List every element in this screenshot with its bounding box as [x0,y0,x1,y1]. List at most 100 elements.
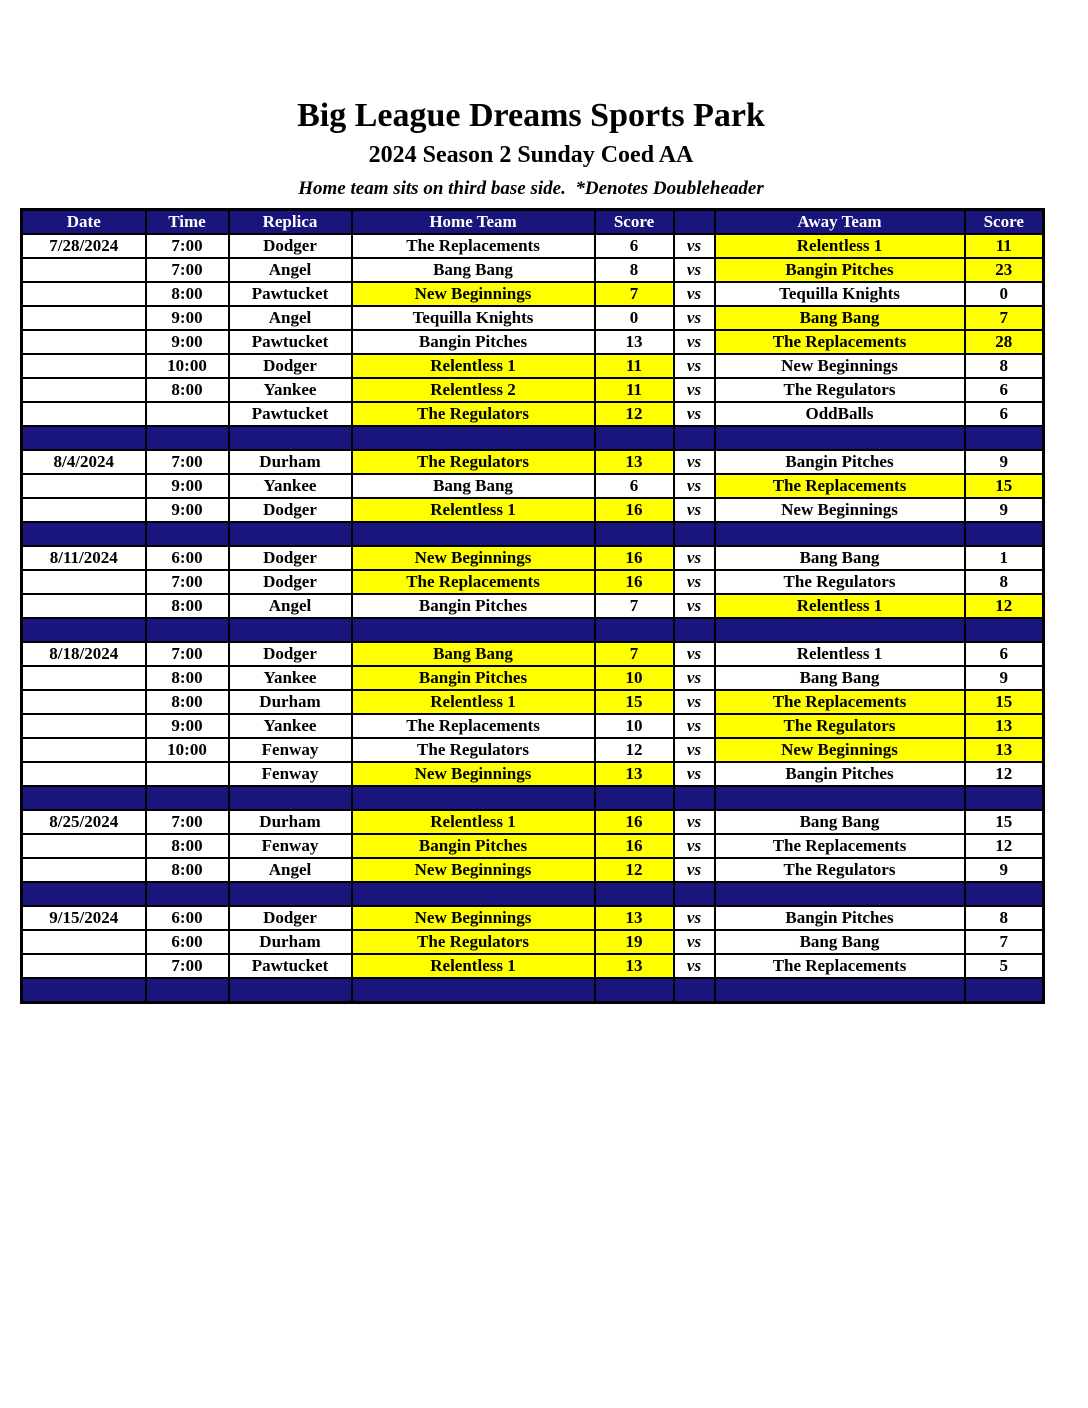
date-cell: 8/4/2024 [20,448,147,475]
time-cell: 9:00 [144,304,230,331]
replica-cell: Durham [227,928,353,955]
separator-cell [672,976,716,1004]
time-cell: 7:00 [144,952,230,979]
vs-cell: vs [672,328,716,355]
separator-cell [713,976,966,1004]
separator-cell [144,520,230,547]
away-score-cell: 7 [963,928,1045,955]
vs-cell: vs [672,640,716,667]
vs-cell: vs [672,736,716,763]
away-team-cell: The Regulators [713,376,966,403]
game-row: 8/11/2024 6:00 Dodger New Beginnings 16 vs Ban… [20,544,1045,571]
separator-cell [350,616,596,643]
separator-cell [672,616,716,643]
game-row: 8:00 Angel New Beginnings 12 vs The Regulator… [20,856,1045,883]
home-team-cell: The Regulators [350,928,596,955]
separator-cell [227,784,353,811]
game-row: 9:00 Angel Tequilla Knights 0 vs Bang Bang 7 [20,304,1045,331]
replica-cell: Angel [227,592,353,619]
away-team-cell: Bangin Pitches [713,256,966,283]
away-score-cell: 13 [963,712,1045,739]
replica-cell: Dodger [227,352,353,379]
away-score-cell: 15 [963,808,1045,835]
home-team-cell: Tequilla Knights [350,304,596,331]
game-row: 8:00 Durham Relentless 1 15 vs The Replacemen… [20,688,1045,715]
vs-cell: vs [672,904,716,931]
page-header: Big League Dreams Sports Park 2024 Seaso… [20,0,1042,199]
away-score-cell: 6 [963,400,1045,427]
separator-cell [20,976,147,1004]
home-score-cell: 16 [593,832,675,859]
vs-cell: vs [672,472,716,499]
page-subtitle: 2024 Season 2 Sunday Coed AA [368,141,694,168]
game-row: 9:00 Yankee The Replacements 10 vs The Regula… [20,712,1045,739]
separator-cell [350,880,596,907]
time-cell: 8:00 [144,688,230,715]
separator-cell [593,520,675,547]
separator-cell [593,424,675,451]
home-score-cell: 11 [593,376,675,403]
home-score-cell: 19 [593,928,675,955]
header-date: Date [20,208,147,235]
separator-cell [227,520,353,547]
away-score-cell: 12 [963,760,1045,787]
away-team-cell: Bang Bang [713,808,966,835]
date-cell [20,928,147,955]
replica-cell: Yankee [227,472,353,499]
away-score-cell: 13 [963,736,1045,763]
time-cell: 9:00 [144,328,230,355]
replica-cell: Dodger [227,640,353,667]
separator-row [20,424,1045,451]
home-score-cell: 12 [593,736,675,763]
home-team-cell: The Regulators [350,736,596,763]
vs-cell: vs [672,400,716,427]
away-score-cell: 7 [963,304,1045,331]
time-cell: 8:00 [144,376,230,403]
away-score-cell: 6 [963,640,1045,667]
separator-row [20,784,1045,811]
date-cell [20,592,147,619]
date-cell [20,472,147,499]
time-cell: 7:00 [144,808,230,835]
separator-cell [20,424,147,451]
home-score-cell: 13 [593,904,675,931]
separator-cell [963,880,1045,907]
away-team-cell: The Replacements [713,952,966,979]
date-cell: 9/15/2024 [20,904,147,931]
home-score-cell: 6 [593,232,675,259]
replica-cell: Dodger [227,568,353,595]
page-note: Home team sits on third base side. *Deno… [298,177,764,199]
vs-cell: vs [672,568,716,595]
time-cell: 7:00 [144,256,230,283]
separator-cell [350,424,596,451]
home-score-cell: 12 [593,400,675,427]
header-away-team: Away Team [713,208,966,235]
game-row: 10:00 Dodger Relentless 1 11 vs New Beginning… [20,352,1045,379]
separator-cell [20,880,147,907]
home-score-cell: 15 [593,688,675,715]
vs-cell: vs [672,352,716,379]
separator-cell [713,784,966,811]
separator-cell [713,880,966,907]
away-score-cell: 28 [963,328,1045,355]
separator-cell [963,520,1045,547]
game-row: 7/28/2024 7:00 Dodger The Replacements 6 vs Re… [20,232,1045,259]
home-team-cell: New Beginnings [350,904,596,931]
home-score-cell: 10 [593,664,675,691]
game-row: 8:00 Pawtucket New Beginnings 7 vs Tequilla K… [20,280,1045,307]
header-home-score: Score [593,208,675,235]
away-team-cell: OddBalls [713,400,966,427]
separator-cell [672,784,716,811]
home-score-cell: 7 [593,592,675,619]
date-cell [20,760,147,787]
home-team-cell: New Beginnings [350,760,596,787]
separator-cell [144,424,230,451]
header-vs-spacer [672,208,716,235]
page-title: Big League Dreams Sports Park [297,97,765,134]
time-cell: 6:00 [144,904,230,931]
replica-cell: Durham [227,688,353,715]
home-score-cell: 16 [593,496,675,523]
vs-cell: vs [672,496,716,523]
time-cell: 7:00 [144,232,230,259]
home-team-cell: Relentless 2 [350,376,596,403]
